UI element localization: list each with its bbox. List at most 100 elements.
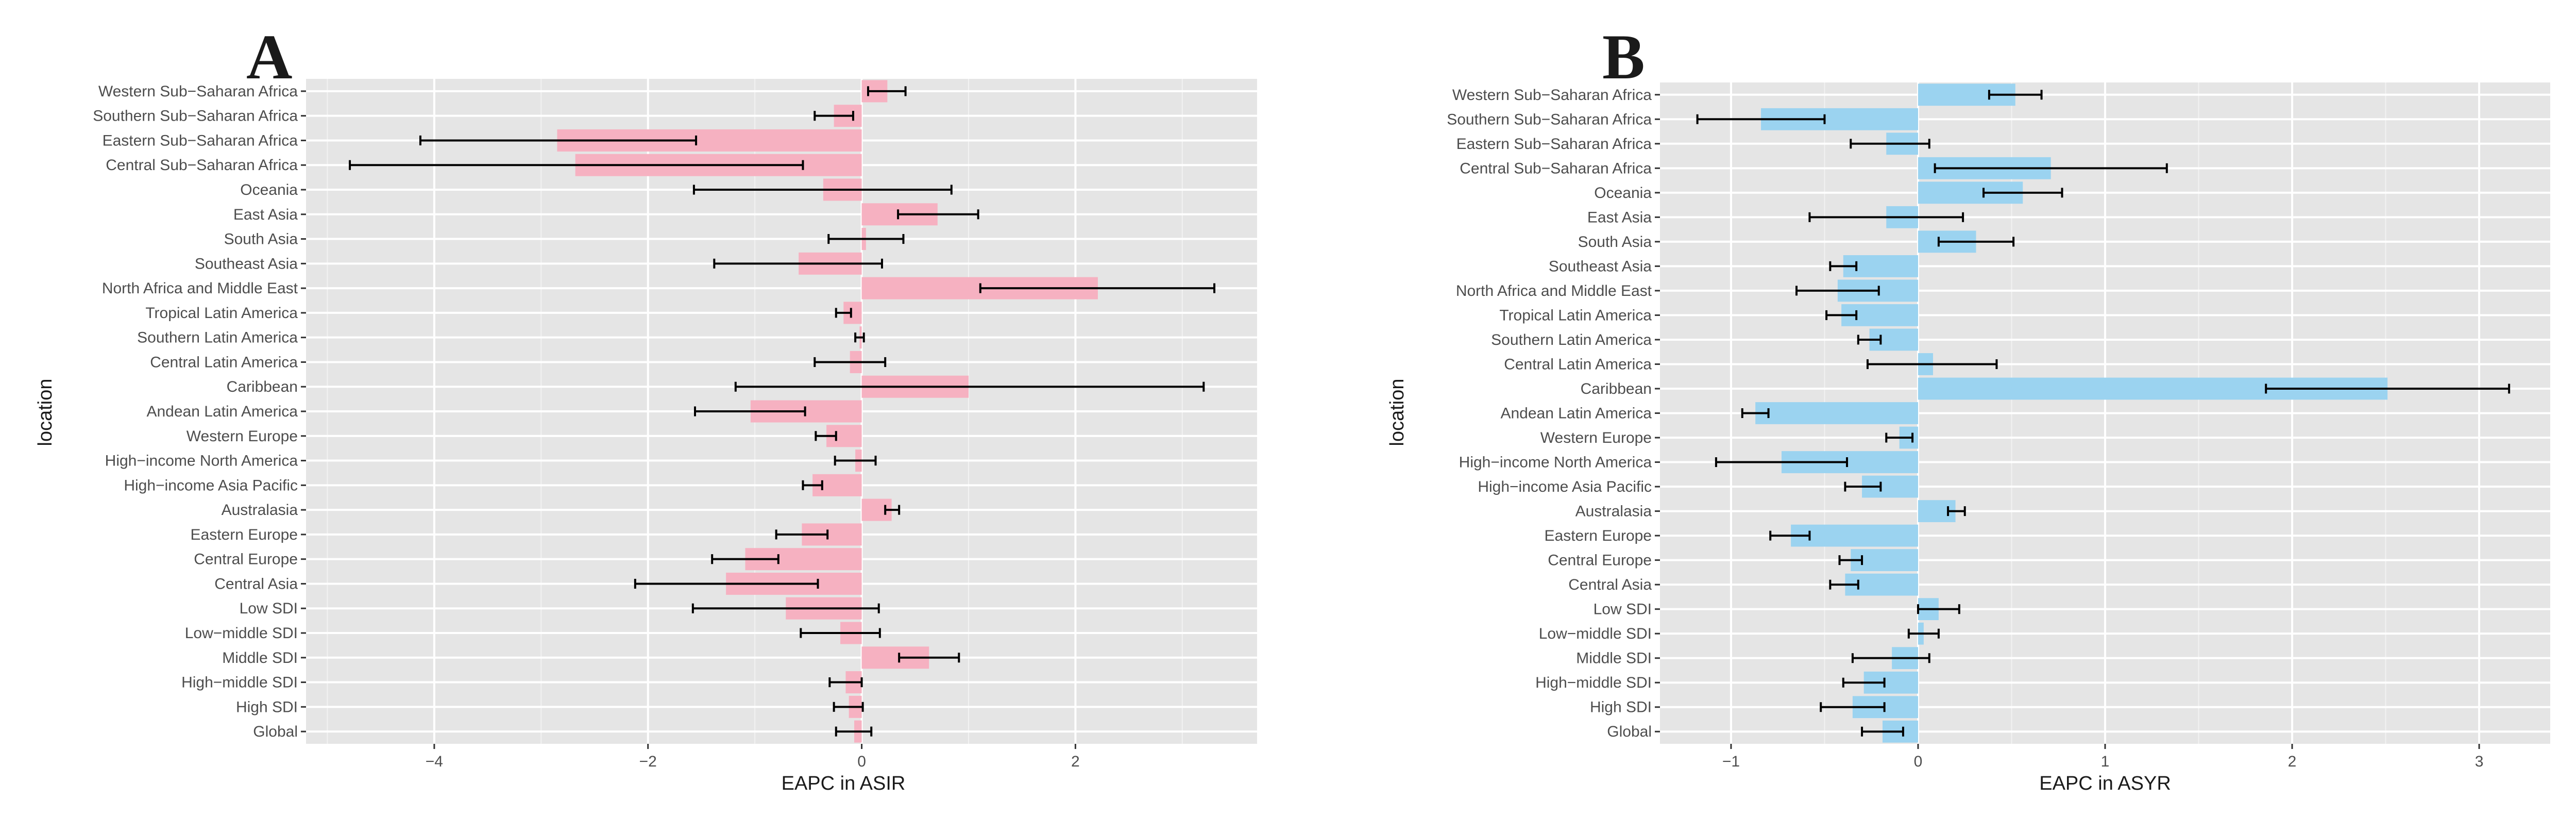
panel-b-errorbar-central-latin-america	[1866, 359, 1998, 369]
panel-a-x-tick-label: −2	[639, 753, 657, 770]
panel-a-y-tick-label-eastern-sub-saharan-africa: Eastern Sub−Saharan Africa	[103, 132, 298, 149]
panel-a-y-tick-label-caribbean: Caribbean	[227, 378, 298, 395]
panel-a-y-tick-label-central-europe: Central Europe	[194, 551, 298, 568]
panel-a-x-tick-label: 2	[1071, 753, 1080, 770]
panel-b-y-tick-label-andean-latin-america: Andean Latin America	[1500, 405, 1652, 422]
panel-b-errorbar-low-sdi	[1917, 604, 1960, 614]
panel-b-y-tick-label-global: Global	[1607, 723, 1652, 740]
panel-a-y-tick-label-middle-sdi: Middle SDI	[222, 650, 298, 667]
panel-b-errorbar-high-income-north-america	[1715, 457, 1849, 468]
panel-a-errorbar-southern-latin-america	[854, 332, 865, 343]
panel-b-errorbar-australasia	[1947, 506, 1966, 517]
panel-a-y-tick-label-western-europe: Western Europe	[187, 428, 298, 445]
panel-b-errorbar-east-asia	[1808, 212, 1964, 222]
panel-b-y-tick-label-south-asia: South Asia	[1578, 234, 1652, 251]
panel-b-errorbar-western-europe	[1885, 432, 1914, 443]
panel-b-errorbar-southeast-asia	[1829, 261, 1858, 271]
panel-a-errorbar-tropical-latin-america	[835, 308, 852, 318]
panel-b-y-tick-label-southern-sub-saharan-africa: Southern Sub−Saharan Africa	[1447, 111, 1652, 128]
panel-b-errorbar-high-middle-sdi	[1842, 677, 1886, 688]
panel-a-errorbar-central-asia	[634, 578, 819, 589]
panel-b-y-tick-label-high-income-north-america: High−income North America	[1459, 454, 1652, 471]
panel-a-y-tick-label-southern-latin-america: Southern Latin America	[137, 329, 298, 346]
panel-a-errorbar-global	[835, 726, 873, 737]
panel-b-errorbar-oceania	[1982, 188, 2063, 198]
panel-b-x-tick-label: 1	[2101, 753, 2110, 770]
panel-a-y-tick-label-central-asia: Central Asia	[214, 575, 298, 592]
panel-b-errorbar-high-sdi	[1820, 702, 1886, 712]
panel-a-x-tick-label: 0	[857, 753, 866, 770]
panel-b-y-tick-label-middle-sdi: Middle SDI	[1576, 650, 1652, 667]
panel-a-errorbar-western-sub-saharan-africa	[867, 86, 907, 96]
panel-b-x-tick-label: 0	[1914, 753, 1923, 770]
panel-b-errorbar-eastern-europe	[1769, 530, 1811, 541]
panel-b-y-tick-label-central-latin-america: Central Latin America	[1504, 356, 1652, 373]
panel-a-y-tick-label-global: Global	[253, 723, 298, 740]
panel-a-errorbar-eastern-sub-saharan-africa	[419, 135, 698, 145]
panel-a-y-tick-label-central-latin-america: Central Latin America	[150, 354, 298, 371]
panel-b-y-tick-label-central-sub-saharan-africa: Central Sub−Saharan Africa	[1460, 160, 1652, 177]
panel-a-errorbar-western-europe	[815, 431, 837, 441]
panel-a-y-tick-label-east-asia: East Asia	[233, 206, 298, 223]
panel-a-y-tick-label-high-middle-sdi: High−middle SDI	[181, 674, 298, 691]
panel-b-x-axis-title: EAPC in ASYR	[2039, 773, 2171, 794]
panel-b-y-tick-label-tropical-latin-america: Tropical Latin America	[1499, 307, 1652, 324]
panel-a-errorbar-andean-latin-america	[693, 406, 806, 417]
panel-b-x-tick-label: −1	[1722, 753, 1740, 770]
panel-a-errorbar-central-europe	[711, 554, 779, 564]
panel-a-y-tick-label-high-income-asia-pacific: High−income Asia Pacific	[124, 477, 298, 494]
panel-b-errorbar-southern-latin-america	[1857, 335, 1882, 345]
panel-b-y-tick-label-north-africa-and-middle-east: North Africa and Middle East	[1456, 282, 1652, 299]
panel-b-errorbar-western-sub-saharan-africa	[1988, 90, 2043, 100]
panel-b-y-axis-title: location	[1386, 379, 1408, 446]
panel-b-x-tick-label: 3	[2475, 753, 2484, 770]
panel-b-y-tick-label-high-sdi: High SDI	[1590, 699, 1652, 716]
panel-a-errorbar-low-sdi	[691, 603, 880, 613]
panel-a-errorbar-low-middle-sdi	[800, 628, 881, 638]
panel-b-errorbar-central-sub-saharan-africa	[1934, 163, 2168, 173]
panel-a-y-tick-label-southeast-asia: Southeast Asia	[195, 255, 298, 272]
panel-b-errorbar-tropical-latin-america	[1825, 310, 1858, 320]
panel-a-errorbar-north-africa-and-middle-east	[979, 283, 1216, 293]
panel-b-bar-eastern-europe	[1791, 524, 1918, 547]
panel-a-errorbar-south-asia	[827, 234, 905, 244]
panel-b-bar-andean-latin-america	[1755, 402, 1918, 424]
panel-b-y-tick-label-southern-latin-america: Southern Latin America	[1491, 331, 1652, 348]
panel-a-y-tick-label-north-africa-and-middle-east: North Africa and Middle East	[102, 280, 298, 297]
panel-a-y-tick-label-south-asia: South Asia	[224, 231, 298, 248]
panel-b-errorbar-south-asia	[1937, 237, 2015, 247]
panel-a-y-tick-label-eastern-europe: Eastern Europe	[191, 526, 298, 543]
panel-b-y-tick-label-low-middle-sdi: Low−middle SDI	[1539, 625, 1652, 642]
panel-b-errorbar-north-africa-and-middle-east	[1795, 286, 1880, 296]
panel-a-y-tick-label-andean-latin-america: Andean Latin America	[146, 403, 298, 420]
panel-b-chart: Western Sub−Saharan Africa Southern Sub−S…	[1447, 82, 2550, 770]
panel-a-errorbar-caribbean	[734, 381, 1205, 392]
panel-a-y-tick-label-high-sdi: High SDI	[236, 698, 298, 715]
panel-b-y-tick-label-eastern-europe: Eastern Europe	[1545, 527, 1652, 544]
panel-b-errorbar-southern-sub-saharan-africa	[1696, 114, 1826, 124]
panel-b-y-tick-label-high-income-asia-pacific: High−income Asia Pacific	[1478, 478, 1652, 495]
panel-b-errorbar-low-middle-sdi	[1907, 628, 1940, 639]
panel-a-y-tick-label-australasia: Australasia	[222, 502, 298, 519]
panel-b-errorbar-global	[1861, 726, 1904, 737]
panel-a-y-tick-label-low-middle-sdi: Low−middle SDI	[185, 625, 298, 642]
panel-a-errorbar-high-middle-sdi	[828, 677, 863, 688]
panel-a-x-axis-title: EAPC in ASIR	[782, 773, 906, 794]
panel-b-y-tick-label-australasia: Australasia	[1575, 503, 1652, 520]
panel-a-errorbar-middle-sdi	[898, 653, 960, 663]
panel-a-y-tick-label-southern-sub-saharan-africa: Southern Sub−Saharan Africa	[93, 108, 298, 125]
panel-b-label: B	[1602, 22, 1645, 92]
panel-a-x-tick-label: −4	[426, 753, 443, 770]
panel-b-y-tick-label-high-middle-sdi: High−middle SDI	[1535, 674, 1652, 691]
panel-a-y-tick-label-tropical-latin-america: Tropical Latin America	[145, 305, 298, 322]
panel-b-y-tick-label-caribbean: Caribbean	[1581, 380, 1652, 397]
panel-a-errorbar-eastern-europe	[775, 529, 829, 540]
panel-a-y-tick-label-oceania: Oceania	[240, 181, 298, 198]
panel-a-y-tick-label-high-income-north-america: High−income North America	[105, 453, 298, 470]
panel-a-y-tick-label-western-sub-saharan-africa: Western Sub−Saharan Africa	[98, 83, 298, 100]
panel-b-y-tick-label-eastern-sub-saharan-africa: Eastern Sub−Saharan Africa	[1456, 136, 1652, 153]
panel-b-y-tick-label-central-europe: Central Europe	[1548, 552, 1652, 569]
panel-b-y-tick-label-oceania: Oceania	[1594, 185, 1652, 202]
panel-b-y-tick-label-western-sub-saharan-africa: Western Sub−Saharan Africa	[1452, 87, 1652, 104]
